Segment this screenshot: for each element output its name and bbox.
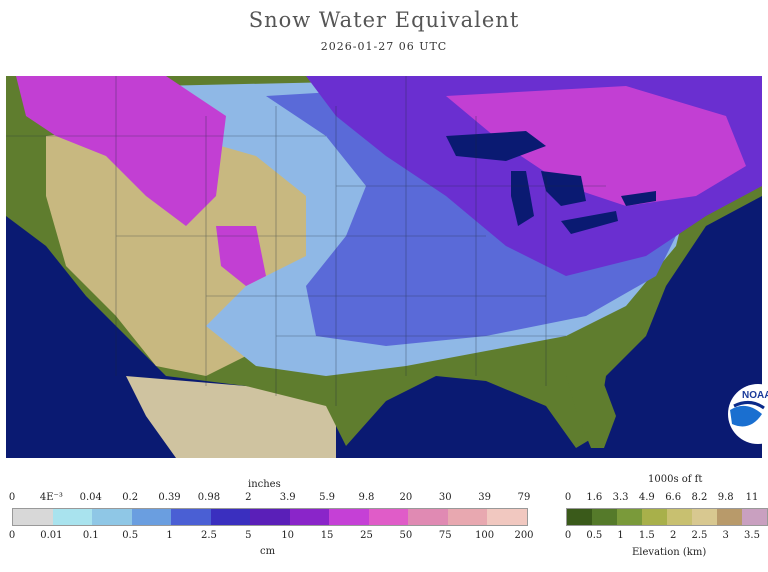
elevation-colorbar-swatch xyxy=(592,509,617,525)
legend-tick-label: 1 xyxy=(166,530,173,541)
snow-legend-top-unit: inches xyxy=(248,479,281,490)
legend-tick-label: 0.1 xyxy=(82,530,99,541)
lake-michigan xyxy=(511,171,534,226)
snow-magenta-northeast xyxy=(446,86,746,206)
legend-tick-label: 0.01 xyxy=(40,530,63,541)
legend-tick-label: 0 xyxy=(564,530,572,541)
legend-tick-label: 0.39 xyxy=(158,492,181,503)
snow-colorbar-swatch xyxy=(368,509,409,525)
svg-text:NOAA: NOAA xyxy=(742,390,768,401)
legend-tick-label: 5.9 xyxy=(319,492,336,503)
state-borders xyxy=(6,76,606,406)
snow-colorbar xyxy=(12,508,528,526)
elev-legend-top-unit: 1000s of ft xyxy=(648,474,703,485)
legend-tick-label: 4.9 xyxy=(638,492,655,503)
snow-colorbar-swatch xyxy=(329,509,369,525)
legend-tick-label: 3.9 xyxy=(279,492,296,503)
lake-huron xyxy=(541,171,586,206)
snow-colorbar-swatch xyxy=(13,509,53,525)
legend-tick-label: 3.3 xyxy=(612,492,629,503)
snow-colorbar-swatch xyxy=(92,509,132,525)
legend-tick-label: 9.8 xyxy=(717,492,734,503)
legend-tick-label: 79 xyxy=(517,492,531,503)
legend-tick-label: 25 xyxy=(360,530,373,541)
legend-tick-label: 39 xyxy=(478,492,491,503)
legend-tick-label: 2 xyxy=(669,530,677,541)
legend-tick-label: 1 xyxy=(617,530,624,541)
legend-tick-label: 2.5 xyxy=(200,530,217,541)
snow-water-equivalent-map xyxy=(6,76,762,458)
legend-tick-label: 2.5 xyxy=(691,530,708,541)
legend-tick-label: 3.5 xyxy=(744,530,760,541)
legend-tick-label: 1.6 xyxy=(586,492,603,503)
legend-tick-label: 9.8 xyxy=(358,492,375,503)
map-canvas xyxy=(6,76,762,458)
elevation-colorbar xyxy=(566,508,768,526)
snow-colorbar-swatch xyxy=(447,509,488,525)
florida xyxy=(566,376,616,448)
lake-ontario xyxy=(621,191,656,206)
legend-tick-label: 0.2 xyxy=(122,492,139,503)
snow-colorbar-swatch xyxy=(210,509,251,525)
legend-tick-label: 5 xyxy=(245,530,252,541)
legend-tick-label: 20 xyxy=(399,492,413,503)
legend-tick-label: 4E⁻³ xyxy=(39,492,63,503)
legend-tick-label: 6.6 xyxy=(665,492,682,503)
elevation-colorbar-swatch xyxy=(642,509,667,525)
lake-superior xyxy=(446,131,546,161)
snow-colorbar-swatch xyxy=(171,509,211,525)
elevation-colorbar-swatch xyxy=(567,509,592,525)
lake-erie xyxy=(561,211,618,234)
legend-tick-label: 0 xyxy=(8,492,16,503)
snow-legend-bottom-unit: cm xyxy=(260,546,276,557)
snow-colorbar-swatch xyxy=(131,509,172,525)
elevation-colorbar-swatch xyxy=(742,509,767,525)
legend-tick-label: 15 xyxy=(320,530,334,541)
snow-magenta-rockies xyxy=(16,76,226,226)
snow-magenta-colorado xyxy=(216,226,266,286)
elev-legend-bottom-unit: Elevation (km) xyxy=(632,547,707,558)
elevation-colorbar-swatch xyxy=(667,509,692,525)
snow-colorbar-swatch xyxy=(487,509,527,525)
legend-tick-label: 0.04 xyxy=(79,492,102,503)
map-title: Snow Water Equivalent xyxy=(248,8,520,32)
elevation-colorbar-swatch xyxy=(692,509,717,525)
legend-tick-label: 1.5 xyxy=(638,530,655,541)
snow-colorbar-swatch xyxy=(250,509,290,525)
elevation-colorbar-swatch xyxy=(717,509,742,525)
map-timestamp: 2026-01-27 06 UTC xyxy=(320,40,448,53)
elevation-colorbar-swatch xyxy=(617,509,642,525)
legend-tick-label: 100 xyxy=(475,530,495,541)
legend-tick-label: 2 xyxy=(245,492,252,503)
legend-tick-label: 10 xyxy=(281,530,295,541)
legend-tick-label: 0.5 xyxy=(122,530,139,541)
mexico-region xyxy=(126,376,336,458)
noaa-logo-graphic: NOAA xyxy=(728,384,768,444)
legend-tick-label: 0.5 xyxy=(586,530,603,541)
legend-tick-label: 0.98 xyxy=(197,492,221,503)
snow-colorbar-swatch xyxy=(289,509,330,525)
legend-tick-label: 0 xyxy=(564,492,572,503)
snow-colorbar-swatch xyxy=(408,509,448,525)
legend-tick-label: 11 xyxy=(745,492,759,503)
legend-tick-label: 8.2 xyxy=(691,492,708,503)
legend-tick-label: 30 xyxy=(438,492,452,503)
legend-tick-label: 3 xyxy=(722,530,729,541)
noaa-logo: NOAA xyxy=(720,380,768,450)
legend-tick-label: 50 xyxy=(399,530,413,541)
legend-tick-label: 75 xyxy=(438,530,452,541)
snow-colorbar-swatch xyxy=(52,509,93,525)
legend-tick-label: 0 xyxy=(8,530,16,541)
legend-tick-label: 200 xyxy=(514,530,534,541)
